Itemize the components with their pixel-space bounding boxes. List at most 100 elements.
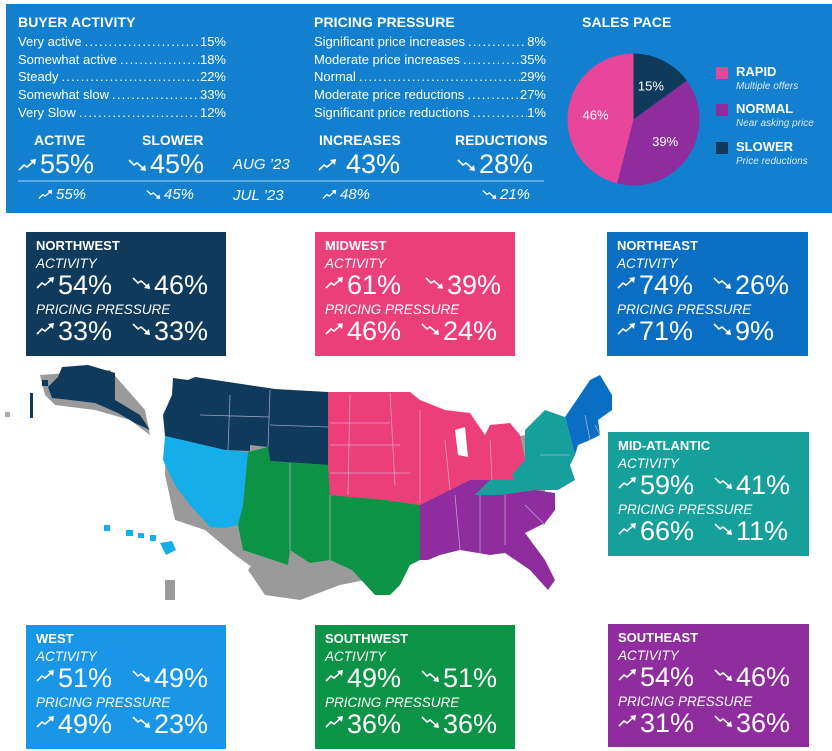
activity-down: 51% (421, 664, 497, 693)
pie-slice-slower (633, 53, 687, 120)
activity-up: 49% (325, 664, 421, 693)
trend-up-icon (618, 668, 638, 682)
map-region-mid-atlantic (475, 410, 575, 495)
activity-label: ACTIVITY (618, 648, 679, 663)
list-item: Very Slow...............................… (18, 104, 226, 120)
trend-up-icon (325, 322, 345, 336)
list-item: Significant price reductions............… (314, 104, 546, 120)
trend-up-icon (325, 669, 345, 683)
trend-up-icon (318, 158, 338, 172)
us-region-map (0, 355, 620, 625)
slower-label: SLOWER (142, 132, 204, 148)
trend-down-icon (128, 158, 148, 172)
slower-current: 45% (128, 150, 204, 178)
activity-up: 54% (618, 663, 714, 692)
pie-slice-rapid (567, 53, 634, 184)
activity-label: ACTIVITY (617, 256, 678, 271)
region-name: NORTHEAST (617, 238, 698, 253)
region-name: SOUTHWEST (325, 631, 409, 646)
region-card-northwest: NORTHWEST ACTIVITY 54% 46% PRICING PRESSU… (26, 232, 226, 356)
activity-label: ACTIVITY (325, 649, 386, 664)
activity-up: 74% (617, 271, 713, 300)
sales-pace-title: SALES PACE (582, 14, 672, 30)
pricing-pressure-label: PRICING PRESSURE (618, 502, 753, 517)
region-card-southwest: SOUTHWEST ACTIVITY 49% 51% PRICING PRESSU… (315, 625, 515, 749)
trend-up-icon (322, 189, 338, 200)
pricing-up: 36% (325, 710, 421, 739)
activity-down: 49% (132, 664, 208, 693)
list-item: Somewhat slow...........................… (18, 87, 226, 103)
trend-down-icon (132, 322, 152, 336)
list-item: Significant price increases.............… (314, 34, 546, 49)
activity-up: 61% (325, 271, 425, 300)
pie-slice-normal (617, 80, 700, 186)
list-item: Very active.............................… (18, 34, 226, 49)
increases-current: 43% (318, 150, 400, 178)
pie-label-slower: 15% (638, 78, 664, 93)
buyer-activity-title: BUYER ACTIVITY (18, 14, 136, 30)
increases-previous: 48% (322, 186, 370, 203)
alaska (48, 365, 150, 430)
trend-up-icon (36, 276, 56, 290)
trend-down-icon (482, 189, 498, 200)
legend-swatch-normal (716, 104, 728, 116)
trend-down-icon (714, 522, 734, 536)
region-name: NORTHWEST (36, 238, 120, 253)
previous-period-label: JUL ’23 (233, 187, 284, 204)
trend-up-icon (325, 715, 345, 729)
pie-label-normal: 39% (652, 134, 678, 149)
activity-down: 39% (425, 271, 501, 300)
pricing-up: 66% (618, 517, 714, 546)
trend-down-icon (421, 669, 441, 683)
activity-down: 41% (714, 471, 790, 500)
pie-label-rapid: 46% (583, 108, 609, 123)
trend-down-icon (132, 276, 152, 290)
pricing-pressure-title: PRICING PRESSURE (314, 14, 455, 30)
trend-down-icon (146, 189, 162, 200)
trend-up-icon (36, 715, 56, 729)
activity-label: ACTIVITY (325, 256, 386, 271)
activity-up: 59% (618, 471, 714, 500)
trend-up-icon (18, 158, 38, 172)
active-label: ACTIVE (34, 132, 86, 148)
pricing-down: 9% (713, 317, 774, 346)
list-item: Normal..................................… (314, 69, 546, 85)
activity-up: 51% (36, 664, 132, 693)
pricing-up: 71% (617, 317, 713, 346)
trend-down-icon (421, 715, 441, 729)
activity-down: 26% (713, 271, 789, 300)
legend-swatch-rapid (716, 67, 728, 79)
pricing-pressure-list: Significant price increases.............… (314, 33, 546, 122)
map-region-southwest (238, 447, 420, 595)
pricing-pressure-label: PRICING PRESSURE (325, 695, 460, 710)
pricing-down: 24% (421, 317, 497, 346)
pricing-down: 36% (714, 709, 790, 738)
region-card-midwest: MIDWEST ACTIVITY 61% 39% PRICING PRESSURE… (315, 232, 515, 356)
region-name: SOUTHEAST (618, 630, 699, 645)
list-item: Moderate price reductions...............… (314, 87, 546, 103)
current-period-label: AUG ’23 (233, 156, 290, 173)
activity-label: ACTIVITY (36, 256, 97, 271)
region-name: WEST (36, 631, 74, 646)
trend-down-icon (132, 715, 152, 729)
pricing-pressure-label: PRICING PRESSURE (325, 302, 460, 317)
trend-down-icon (425, 276, 445, 290)
pricing-pressure-label: PRICING PRESSURE (618, 694, 753, 709)
activity-label: ACTIVITY (618, 456, 679, 471)
region-name: MID-ATLANTIC (618, 438, 711, 453)
trend-up-icon (325, 276, 345, 290)
trend-down-icon (421, 322, 441, 336)
trend-down-icon (713, 276, 733, 290)
legend-swatch-slower (716, 142, 728, 154)
pricing-down: 23% (132, 710, 208, 739)
pricing-pressure-label: PRICING PRESSURE (36, 302, 171, 317)
activity-label: ACTIVITY (36, 649, 97, 664)
active-previous: 55% (38, 186, 86, 203)
active-current: 55% (18, 150, 94, 178)
trend-down-icon (714, 714, 734, 728)
pricing-down: 11% (714, 517, 788, 546)
pricing-up: 31% (618, 709, 714, 738)
divider (18, 180, 544, 182)
trend-up-icon (618, 476, 638, 490)
reductions-previous: 21% (482, 186, 530, 203)
